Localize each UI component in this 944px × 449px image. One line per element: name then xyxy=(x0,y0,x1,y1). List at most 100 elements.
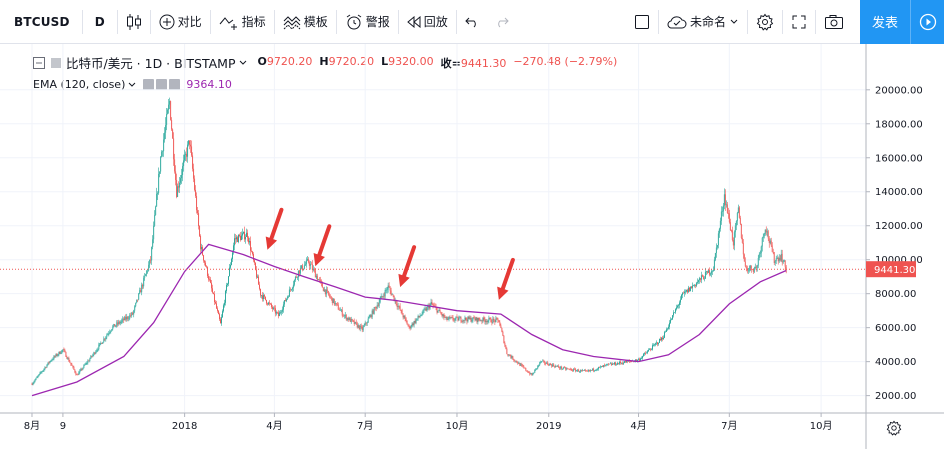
candle-body xyxy=(60,352,62,354)
candle-body xyxy=(582,370,584,371)
candle xyxy=(390,287,392,296)
candle xyxy=(371,308,373,320)
candle-body xyxy=(690,286,692,289)
candle-body xyxy=(384,290,386,297)
candle xyxy=(310,261,312,265)
candle-body xyxy=(54,356,56,357)
candle xyxy=(252,250,253,256)
candle xyxy=(730,229,732,233)
toolbar-divider xyxy=(335,9,337,34)
candle xyxy=(332,298,334,304)
candle xyxy=(656,340,657,345)
compare-button[interactable]: 对比 xyxy=(151,7,210,37)
undo-button[interactable] xyxy=(457,7,487,37)
candle-body xyxy=(50,360,52,362)
chevron-down-icon[interactable] xyxy=(127,81,137,89)
candle xyxy=(676,304,677,311)
interval-button[interactable]: D xyxy=(94,14,105,29)
candle-body xyxy=(551,364,553,367)
gear-icon[interactable] xyxy=(156,79,168,90)
candle-body xyxy=(450,317,452,318)
candle xyxy=(750,265,752,273)
candle-body xyxy=(605,364,607,366)
candle-body xyxy=(451,317,453,318)
candle xyxy=(195,185,197,198)
candle-body xyxy=(51,359,53,361)
indicator-title[interactable]: EMA (120, close) xyxy=(33,78,126,91)
candle xyxy=(59,350,61,355)
candle xyxy=(65,351,67,357)
candle xyxy=(156,187,158,207)
candle xyxy=(725,200,727,208)
templates-button[interactable]: 模板 xyxy=(275,7,336,37)
series-title[interactable]: 比特币/美元 · 1D · BITSTAMP xyxy=(66,56,236,71)
candle xyxy=(649,348,650,351)
candle xyxy=(205,260,207,267)
price-chart[interactable]: 20000.0018000.0016000.0014000.0012000.00… xyxy=(0,44,944,449)
candle xyxy=(218,309,219,315)
candle xyxy=(593,367,595,373)
candle xyxy=(51,358,53,362)
replay-button[interactable]: 回放 xyxy=(399,7,456,37)
candle xyxy=(297,270,299,282)
chart-type-button[interactable] xyxy=(118,7,150,37)
candle xyxy=(582,368,584,372)
candle-body xyxy=(212,288,214,293)
candle xyxy=(387,282,389,293)
candle-body xyxy=(97,349,99,351)
candle xyxy=(763,232,765,239)
candle-body xyxy=(37,375,39,377)
candle xyxy=(296,276,298,280)
indicators-button[interactable]: 指标 xyxy=(211,7,274,37)
candle xyxy=(403,314,405,320)
candle-body xyxy=(99,343,101,345)
candle xyxy=(415,318,417,325)
candle xyxy=(689,286,691,292)
candle xyxy=(194,175,196,192)
candle-body xyxy=(92,354,94,357)
time-axis-settings-button[interactable] xyxy=(886,420,902,436)
candle-body xyxy=(602,365,604,367)
candle xyxy=(701,274,703,278)
candle xyxy=(444,314,446,318)
candle-body xyxy=(216,303,217,309)
candle-body xyxy=(121,320,123,322)
candle-body xyxy=(63,349,65,351)
candle-body xyxy=(160,157,162,172)
candle-body xyxy=(421,313,423,316)
candle xyxy=(82,367,84,371)
chevron-down-icon[interactable] xyxy=(238,59,248,67)
symbol-search-button[interactable]: BTCUSD xyxy=(14,14,70,29)
save-layout-button[interactable]: 未命名 xyxy=(659,7,747,37)
fullscreen-button[interactable] xyxy=(783,7,815,37)
candle xyxy=(275,310,277,316)
publish-button[interactable]: 发表 xyxy=(860,0,910,44)
candle-body xyxy=(625,361,627,363)
candle xyxy=(69,359,71,364)
candle-body xyxy=(350,319,352,322)
candle-body xyxy=(146,270,148,275)
close-icon[interactable] xyxy=(169,79,181,90)
candle xyxy=(514,359,516,363)
candle xyxy=(73,365,75,371)
candle-body xyxy=(191,146,193,156)
settings-button[interactable] xyxy=(748,7,782,37)
collapse-legend-icon[interactable] xyxy=(33,56,45,69)
select-layout-button[interactable] xyxy=(626,7,658,37)
candle xyxy=(244,226,245,242)
candle xyxy=(431,299,433,306)
candle-body xyxy=(386,289,388,291)
alert-button[interactable]: 警报 xyxy=(337,7,398,37)
play-button[interactable] xyxy=(910,0,944,44)
eye-icon[interactable] xyxy=(143,79,155,90)
annotation-arrows xyxy=(265,207,515,300)
gear-icon xyxy=(756,13,774,31)
candle xyxy=(424,305,426,311)
candle xyxy=(268,300,270,306)
alert-label: 警报 xyxy=(365,15,390,29)
candle-body xyxy=(453,319,455,321)
candle-body xyxy=(476,317,478,322)
snapshot-button[interactable] xyxy=(816,7,852,37)
redo-button[interactable] xyxy=(487,7,517,37)
candle-body xyxy=(774,261,776,264)
